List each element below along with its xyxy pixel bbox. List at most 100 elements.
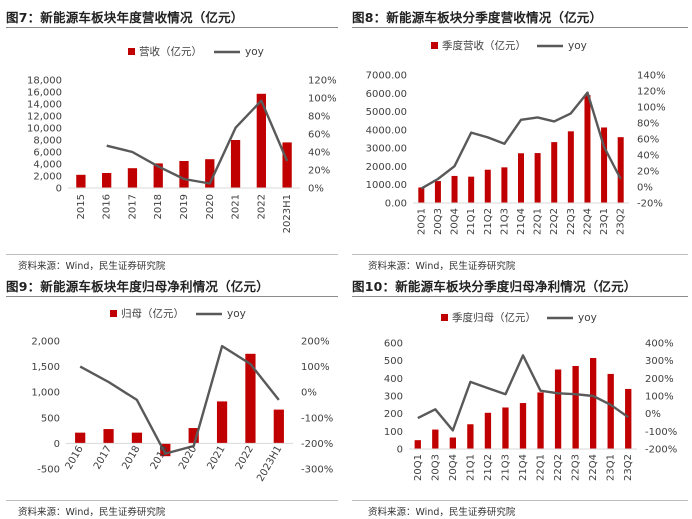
category-label: 2019 [179,194,190,219]
bar [484,412,492,449]
left-tick-label: 300 [384,392,403,403]
category-label: 2018 [120,444,142,472]
right-tick-label: 20% [308,166,330,177]
right-tick-label: -300% [301,465,333,476]
left-tick-label: 6000.00 [366,89,407,100]
title-rule-8 [352,27,688,28]
category-label: 2017 [92,444,114,472]
right-tick-label: 0% [637,183,653,194]
bar [567,131,574,203]
category-label: 2023H1 [255,444,284,484]
bar [256,93,266,188]
bar [230,140,241,188]
bar [179,161,189,188]
legend-label-bar: 季度营收（亿元） [442,39,526,52]
category-label: 20Q1 [416,208,427,235]
source-note-7: 资料来源：Wind，民生证券研究院 [18,261,166,272]
left-tick-label: 500 [384,356,403,367]
right-tick-label: 140% [637,71,666,82]
right-tick-label: 40% [308,148,330,159]
category-label: 2018 [153,194,164,219]
right-tick-label: 300% [645,356,674,367]
title-rule-9 [6,296,338,297]
bar [451,175,458,203]
right-tick-label: 0% [645,409,661,420]
chart-7: 02,0004,0006,0008,00010,00012,00014,0001… [27,45,337,233]
category-label: 21Q4 [516,208,527,235]
legend-label-line: yoy [227,308,246,320]
right-tick-label: 100% [645,392,674,403]
bar [484,169,491,203]
left-tick-label: 1,500 [31,362,60,373]
yoy-line [420,91,622,190]
left-tick-label: 200 [384,409,403,420]
category-label: 22Q3 [566,208,577,235]
category-label: 21Q3 [499,208,510,235]
source-note-9: 资料来源：Wind，民生证券研究院 [18,507,166,518]
bar [534,153,541,203]
bar [282,142,292,188]
category-label: 22Q1 [533,208,544,235]
right-tick-label: 120% [637,87,666,98]
bar [617,137,624,203]
bar [501,167,508,203]
chart-8: 0.00 1000.00 2000.00 3000.00 4000.00 5000.00 6… [366,39,666,235]
bar [160,443,171,457]
left-tick-label: -500 [37,465,60,476]
right-tick-label: 120% [308,76,337,87]
bar [131,432,143,444]
right-tick-label: 0% [301,388,317,399]
source-rule-10 [352,500,688,501]
right-tick-label: -200% [645,445,677,456]
left-tick-label: 3000.00 [366,144,407,155]
legend-swatch-bar [110,310,117,317]
left-tick-label: 0.00 [385,199,407,210]
bar [467,424,474,449]
chart-title-7: 图7：新能源车板块年度营收情况（亿元） [6,10,244,25]
right-tick-label: -100% [301,413,333,424]
title-rule-7 [6,27,338,28]
bar [519,403,527,449]
left-tick-label: 4000.00 [366,125,407,136]
left-tick-label: 1,000 [31,388,60,399]
bar [76,174,86,188]
left-tick-label: 0 [56,184,62,195]
right-tick-label: 200% [301,337,330,348]
category-label: 20Q3 [430,454,441,481]
bar [103,429,114,444]
category-label: 21Q3 [500,454,511,481]
right-tick-label: -100% [645,427,677,438]
left-tick-label: 400 [384,374,403,385]
bar [414,440,421,449]
left-tick-label: 2000.00 [366,162,407,173]
right-tick-label: 100% [637,103,666,114]
left-tick-label: 2,000 [31,337,60,348]
bar [449,437,457,449]
category-label: 21Q2 [483,454,494,481]
category-label: 2021 [231,194,242,219]
source-note-10: 资料来源：Wind，民生证券研究院 [368,507,516,518]
right-tick-label: 0% [308,184,324,195]
bar [554,369,562,449]
left-tick-label: 16,000 [27,88,62,99]
category-label: 2022 [256,194,267,219]
bar [607,373,614,449]
chart-9: -500 0 500 1,000 1,500 2,000 -300% -200% -100% 0%… [31,307,333,484]
legend-label-bar: 归母（亿元） [121,307,184,320]
source-rule-9 [6,500,338,501]
right-tick-label: 20% [637,167,659,178]
category-label: 22Q4 [588,454,599,481]
bar [75,432,86,444]
category-label: 20Q4 [448,454,459,481]
left-tick-label: 4,000 [33,160,62,171]
category-label: 2020 [177,444,199,472]
category-label: 2021 [205,444,227,472]
legend-swatch-bar [441,314,448,321]
category-label: 2019 [149,444,171,472]
bar [102,173,112,188]
bar [601,127,608,203]
right-tick-label: 60% [308,130,330,141]
category-label: 22Q1 [536,454,547,481]
left-tick-label: 10,000 [27,124,62,135]
category-label: 2023H1 [282,194,293,233]
